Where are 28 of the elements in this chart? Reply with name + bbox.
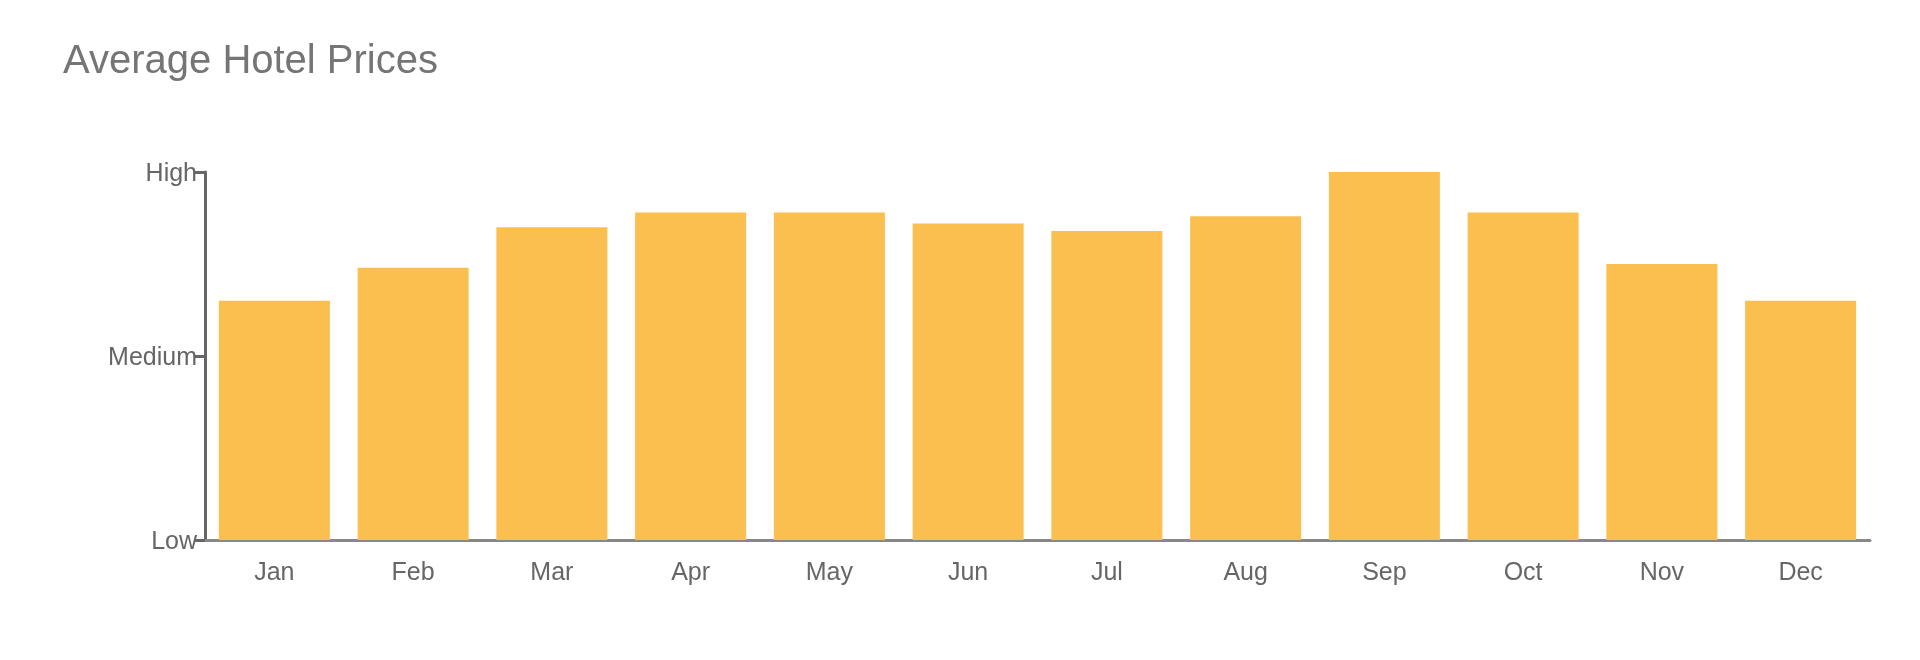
x-tick-label: Feb: [391, 556, 435, 585]
x-tick-label: Apr: [671, 556, 711, 585]
text: High: [145, 158, 197, 186]
x-tick-label: Aug: [1223, 556, 1268, 585]
x-tick-label: Oct: [1503, 556, 1543, 585]
x-tick-label: May: [805, 556, 854, 585]
bar: [1745, 300, 1857, 540]
bar: [218, 300, 330, 540]
x-tick-label: Jun: [947, 556, 989, 585]
x-tick-label: Dec: [1778, 556, 1823, 585]
x-tick-label: Mar: [530, 556, 574, 585]
bar: [496, 227, 608, 540]
x-tick-label: Sep: [1362, 556, 1407, 585]
bar: [1606, 264, 1718, 540]
chart-title: Average Hotel Prices: [63, 37, 438, 81]
x-tick-label: Jul: [1090, 556, 1123, 585]
text: Low: [151, 526, 198, 554]
bar: [635, 212, 747, 540]
bar: [1467, 212, 1579, 540]
bar: [357, 267, 469, 540]
x-tick-label: Jan: [254, 556, 295, 585]
bar: [1051, 230, 1163, 540]
x-tick-label: Nov: [1639, 556, 1685, 585]
bar: [773, 212, 885, 540]
bar: [1328, 172, 1440, 540]
bar: [912, 223, 1024, 540]
bar: [1190, 216, 1302, 540]
text: Medium: [108, 342, 197, 370]
